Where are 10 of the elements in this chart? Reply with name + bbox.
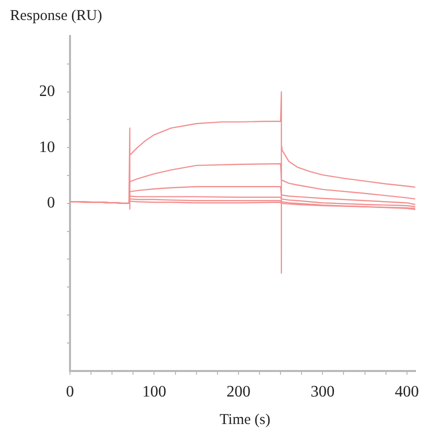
x-tick-label: 100: [142, 384, 166, 401]
x-tick-label: 400: [394, 384, 419, 401]
y-tick-label: 20: [39, 83, 55, 100]
y-axis-title: Response (RU): [10, 8, 102, 25]
x-tick-label: 300: [310, 384, 335, 401]
x-tick-label: 0: [66, 384, 74, 401]
y-tick-label: 0: [47, 194, 55, 212]
x-axis-title: Time (s): [218, 412, 272, 429]
y-tick-label: 10: [39, 138, 55, 156]
x-tick-label: 200: [226, 384, 250, 401]
